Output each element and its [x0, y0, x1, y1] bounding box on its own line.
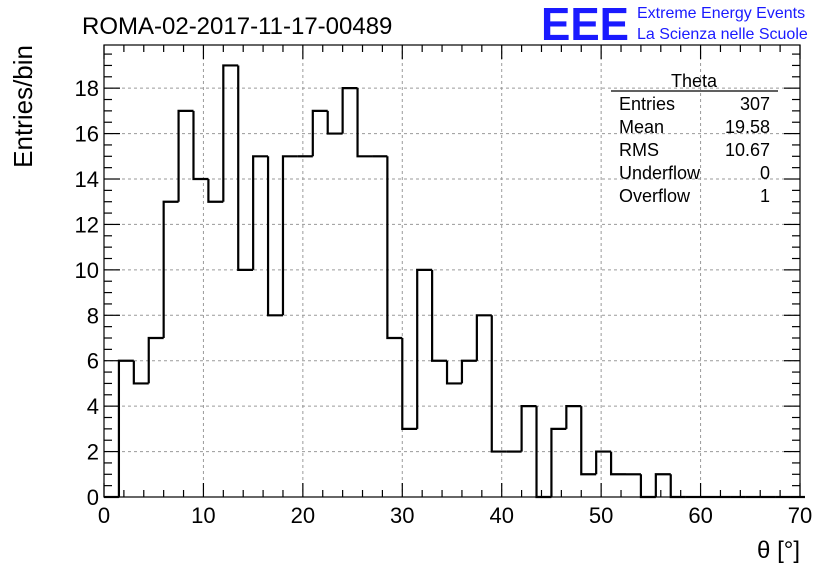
logo-line-2: La Scienza nelle Scuole [637, 26, 808, 43]
y-tick-label: 2 [87, 440, 99, 465]
x-axis-title: θ [°] [757, 537, 800, 564]
histogram-bin [431, 269, 448, 362]
histogram-bin [207, 179, 224, 203]
x-tick-label: 60 [688, 503, 712, 528]
histogram-bin [639, 474, 656, 499]
y-tick-label: 12 [75, 212, 99, 237]
stats-title: Theta [671, 71, 718, 91]
histogram-bin [147, 336, 164, 384]
histogram-bin [356, 88, 373, 158]
histogram-bin [580, 406, 597, 476]
histogram-bin [520, 405, 537, 452]
histogram-bin [192, 110, 209, 181]
histogram-bin [386, 156, 403, 340]
eee-logo: EEE [541, 0, 629, 50]
histogram-bin [177, 109, 194, 202]
histogram-bin [654, 473, 671, 497]
histogram-bin [341, 87, 358, 134]
y-tick-label: 14 [75, 167, 99, 192]
histogram-bin [595, 450, 612, 475]
x-tick-label: 40 [489, 503, 513, 528]
stats-value-overflow: 1 [760, 186, 770, 206]
stats-label-underflow: Underflow [619, 163, 701, 183]
histogram-bin [445, 360, 462, 385]
y-axis-title: Entries/bin [8, 45, 38, 168]
histogram-bin [475, 314, 492, 361]
histogram-bin [237, 65, 254, 271]
histogram-bin [162, 200, 179, 339]
stats-value-mean: 19.58 [725, 117, 770, 137]
histogram-bin [117, 359, 134, 497]
y-tick-label: 4 [87, 394, 99, 419]
stats-label-rms: RMS [619, 140, 659, 160]
x-tick-label: 0 [98, 503, 110, 528]
histogram-bin [490, 315, 507, 453]
stats-value-entries: 307 [740, 94, 770, 114]
y-tick-label: 0 [87, 485, 99, 510]
y-tick-label: 6 [87, 349, 99, 374]
y-tick-label: 10 [75, 258, 99, 283]
grid [104, 45, 800, 497]
histogram-bin [669, 474, 686, 499]
histogram-bin [222, 64, 239, 202]
histogram-bin [401, 338, 418, 430]
histogram-bin [565, 405, 582, 429]
histogram-bin [550, 427, 567, 497]
x-tick-label: 10 [191, 503, 215, 528]
histogram-bin [266, 156, 283, 317]
stats-label-entries: Entries [619, 94, 675, 114]
x-tick-label: 50 [589, 503, 613, 528]
histogram-series [104, 64, 805, 499]
histogram-bin [326, 110, 343, 135]
y-tick-label: 8 [87, 303, 99, 328]
logo-line-1: Extreme Energy Events [637, 5, 805, 22]
stats-box: Theta Entries 307 Mean 19.58 RMS 10.67 U… [611, 71, 778, 206]
histogram-bin [609, 451, 626, 476]
x-tick-label: 20 [291, 503, 315, 528]
x-tick-label: 70 [788, 503, 812, 528]
stats-value-rms: 10.67 [725, 140, 770, 160]
histogram-bin [416, 268, 433, 429]
y-tick-label: 16 [75, 122, 99, 147]
histogram-bin [132, 360, 149, 385]
run-title: ROMA-02-2017-11-17-00489 [82, 13, 392, 40]
stats-value-underflow: 0 [760, 163, 770, 183]
stats-label-mean: Mean [619, 117, 664, 137]
y-tick-label: 18 [75, 76, 99, 101]
histogram-bin [281, 155, 298, 316]
histogram-bin [460, 359, 477, 384]
x-tick-label: 30 [390, 503, 414, 528]
histogram-bin [311, 109, 328, 157]
stats-label-overflow: Overflow [619, 186, 691, 206]
plot-frame [103, 44, 801, 498]
histogram-bin [252, 155, 269, 270]
